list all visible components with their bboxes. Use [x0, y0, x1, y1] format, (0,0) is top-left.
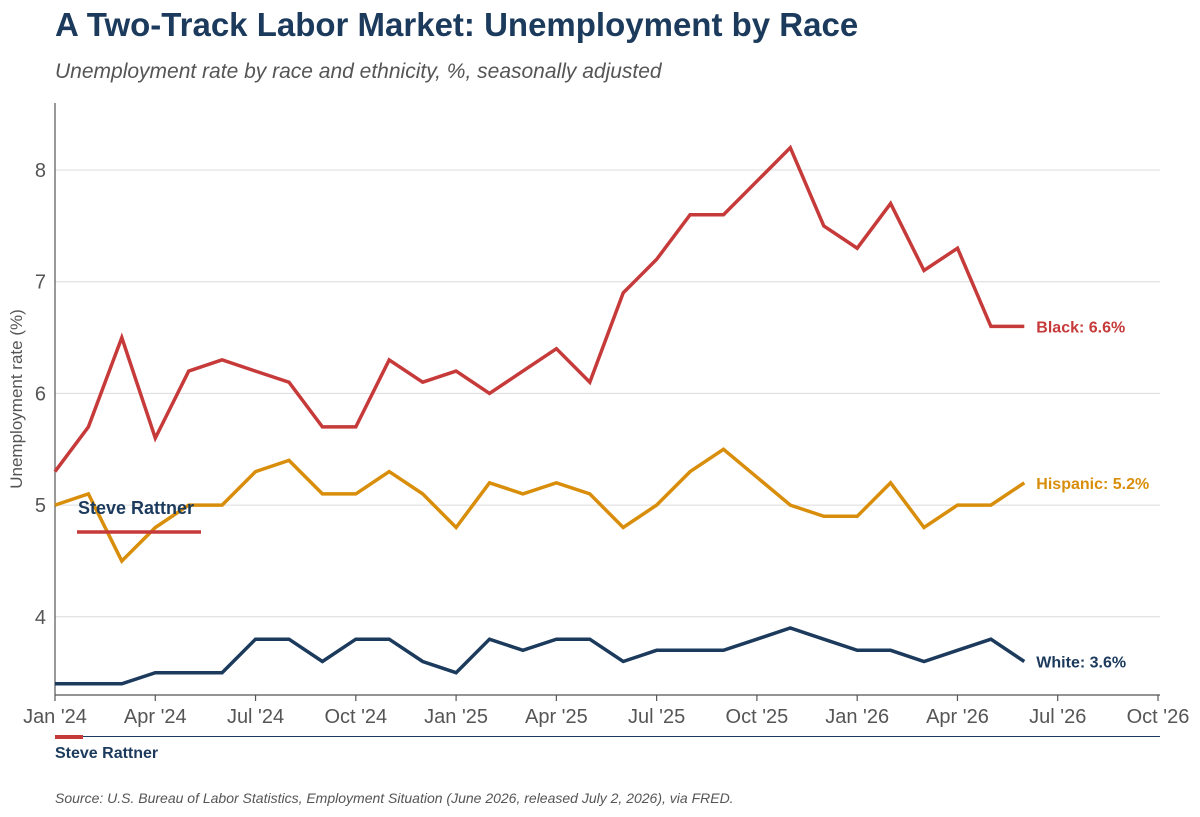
source-note: Source: U.S. Bureau of Labor Statistics,… — [55, 790, 734, 806]
watermark-text: Steve Rattner — [78, 498, 194, 518]
x-tick-label: Oct '24 — [324, 706, 387, 728]
footer-brand: Steve Rattner — [55, 745, 159, 762]
y-axis-label: Unemployment rate (%) — [7, 309, 26, 489]
x-tick-label: Jan '25 — [424, 706, 488, 728]
series-line-white — [55, 626, 1026, 686]
x-tick-label: Oct '25 — [726, 706, 789, 728]
x-tick-label: Jan '26 — [825, 706, 889, 728]
x-tick-label: Apr '26 — [926, 706, 989, 728]
footer-divider — [83, 736, 1160, 737]
series-line-black — [53, 144, 1025, 473]
x-tick-label: Jul '26 — [1029, 706, 1086, 728]
y-tick-label: 4 — [35, 607, 46, 629]
series-end-label-hispanic: Hispanic: 5.2% — [1036, 476, 1149, 493]
y-tick-label: 6 — [35, 383, 46, 405]
x-tick-label: Apr '25 — [525, 706, 588, 728]
y-tick-label: 8 — [35, 160, 46, 182]
x-tick-label: Jul '25 — [628, 706, 685, 728]
series-end-label-white: White: 3.6% — [1036, 654, 1126, 671]
x-tick-label: Jul '24 — [227, 706, 284, 728]
brand-accent-bar — [55, 735, 83, 739]
series-end-label-black: Black: 6.6% — [1036, 319, 1125, 336]
x-tick-label: Oct '26 — [1127, 706, 1190, 728]
x-tick-label: Apr '24 — [124, 706, 187, 728]
chart-title: A Two-Track Labor Market: Unemployment b… — [55, 6, 859, 43]
y-tick-label: 7 — [35, 272, 46, 294]
y-tick-label: 5 — [35, 495, 46, 517]
chart-subtitle: Unemployment rate by race and ethnicity,… — [55, 60, 662, 83]
series-line-hispanic — [54, 447, 1026, 564]
x-tick-label: Jan '24 — [23, 706, 87, 728]
